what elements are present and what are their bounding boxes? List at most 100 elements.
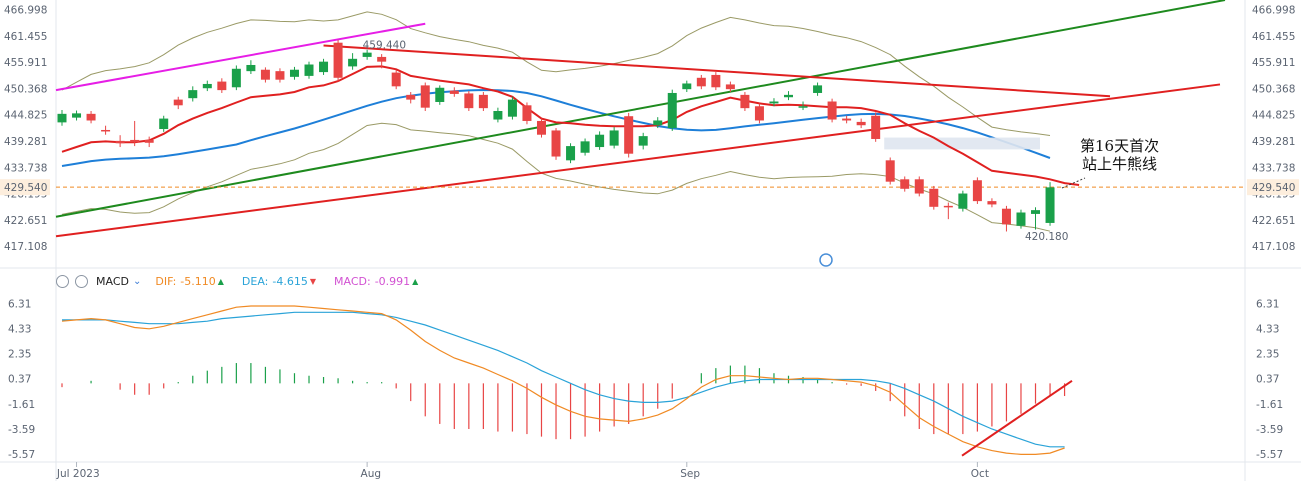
candle-body <box>972 180 982 202</box>
candle-body <box>275 71 285 80</box>
annotation-line-2: 站上牛熊线 <box>1082 155 1158 173</box>
candle-body <box>260 69 270 80</box>
candle-body <box>769 101 779 104</box>
indicator-select[interactable]: MACD <box>96 274 129 288</box>
time-label: Sep <box>680 468 700 480</box>
chevron-down-icon[interactable]: ⌄ <box>132 275 142 287</box>
candle-body <box>406 94 416 100</box>
price-tick-right: 466.998 <box>1252 4 1295 16</box>
candle-body <box>319 61 329 73</box>
candle-body <box>871 115 881 139</box>
macd-tick-right: 2.35 <box>1256 349 1279 361</box>
ma-red-line <box>61 65 1080 186</box>
annotation-note: 第16天首次 站上牛熊线 <box>1080 137 1159 173</box>
candle-body <box>638 136 648 146</box>
dif-value: -5.110 <box>180 274 216 288</box>
macd-tick-right: -3.59 <box>1256 424 1283 436</box>
macd-tick-left: -1.61 <box>8 399 35 411</box>
candle-body <box>551 130 561 157</box>
candle-body <box>1016 212 1026 226</box>
macd-tick-right: 6.31 <box>1256 298 1279 310</box>
price-tick-right: 439.281 <box>1252 136 1295 148</box>
close-icon[interactable] <box>75 274 88 288</box>
candle-body <box>900 179 910 189</box>
time-label: Oct <box>971 468 989 480</box>
candle-body <box>1001 208 1011 225</box>
dea-value: -4.615 <box>272 274 308 288</box>
price-tick-right: 444.825 <box>1252 110 1295 122</box>
current-price-tag-left <box>0 179 50 196</box>
high-label: 459.440 <box>363 40 406 52</box>
gap-zone <box>884 137 1040 150</box>
logo-mark <box>819 253 833 267</box>
current-price-tag-right <box>1247 179 1299 196</box>
candle-body <box>130 139 140 143</box>
candle-body <box>289 69 299 77</box>
candle-body <box>914 179 924 194</box>
price-tick-right: 455.911 <box>1252 57 1295 69</box>
candle-body <box>609 130 619 146</box>
candle-body <box>827 101 837 120</box>
candle-body <box>333 42 343 78</box>
macd-tick-left: 2.35 <box>8 349 31 361</box>
candle-body <box>1045 187 1055 223</box>
gear-icon[interactable] <box>56 274 69 288</box>
macd-tick-left: 0.37 <box>8 374 31 386</box>
price-tick-right: 417.108 <box>1252 241 1295 253</box>
candle-body <box>595 134 605 148</box>
dif-label: DIF: <box>155 274 177 288</box>
candle-body <box>784 94 793 98</box>
candle-body <box>493 110 503 120</box>
price-tick-left: 461.455 <box>4 31 47 43</box>
dif-up-icon: ▲ <box>217 276 224 286</box>
candle-body <box>217 81 227 91</box>
macd-up-icon: ▲ <box>412 276 419 286</box>
candle-body <box>173 99 183 106</box>
macd-divergence-line <box>961 379 1073 457</box>
price-tick-right: 422.651 <box>1252 215 1295 227</box>
candle-body <box>115 140 125 144</box>
macd-tick-right: -5.57 <box>1256 449 1283 461</box>
candle-body <box>202 83 212 89</box>
candle-body <box>696 77 706 87</box>
price-tick-left: 433.738 <box>4 162 47 174</box>
price-tick-right: 461.455 <box>1252 31 1295 43</box>
candle-body <box>478 94 488 109</box>
price-tick-left: 417.108 <box>4 241 47 253</box>
candle-body <box>159 118 169 130</box>
time-label: Jul 2023 <box>56 468 100 480</box>
annotation-pointer <box>1061 177 1086 189</box>
candle-body <box>725 84 735 90</box>
candle-body <box>943 205 953 208</box>
candle-body <box>304 64 314 76</box>
macd-tick-left: 4.33 <box>8 323 31 335</box>
candle-body <box>57 113 67 123</box>
candle-body <box>842 118 852 121</box>
candle-body <box>653 120 663 126</box>
boll-lower-line <box>61 122 1051 232</box>
candle-body <box>536 120 546 135</box>
candle-body <box>1031 210 1041 214</box>
candle-body <box>958 193 968 209</box>
candle-body <box>682 83 692 90</box>
price-tick-left: 439.281 <box>4 136 47 148</box>
candle-body <box>246 64 256 72</box>
dea-down-icon: ▼ <box>309 276 316 286</box>
magenta-trend-line <box>55 22 426 92</box>
candle-body <box>101 129 111 132</box>
price-tick-left: 422.651 <box>4 215 47 227</box>
current-price-label-left: 429.540 <box>4 182 47 194</box>
candle-body <box>348 58 358 67</box>
candle-body <box>624 116 634 154</box>
candle-body <box>449 90 459 94</box>
annotation-line-1: 第16天首次 <box>1080 137 1160 155</box>
candle-body <box>522 105 532 121</box>
candle-body <box>885 160 895 182</box>
candle-body <box>144 139 154 143</box>
candle-body <box>72 113 82 118</box>
candle-body <box>435 87 445 102</box>
macd-tick-right: 4.33 <box>1256 323 1279 335</box>
boll-upper-line <box>61 11 1051 136</box>
